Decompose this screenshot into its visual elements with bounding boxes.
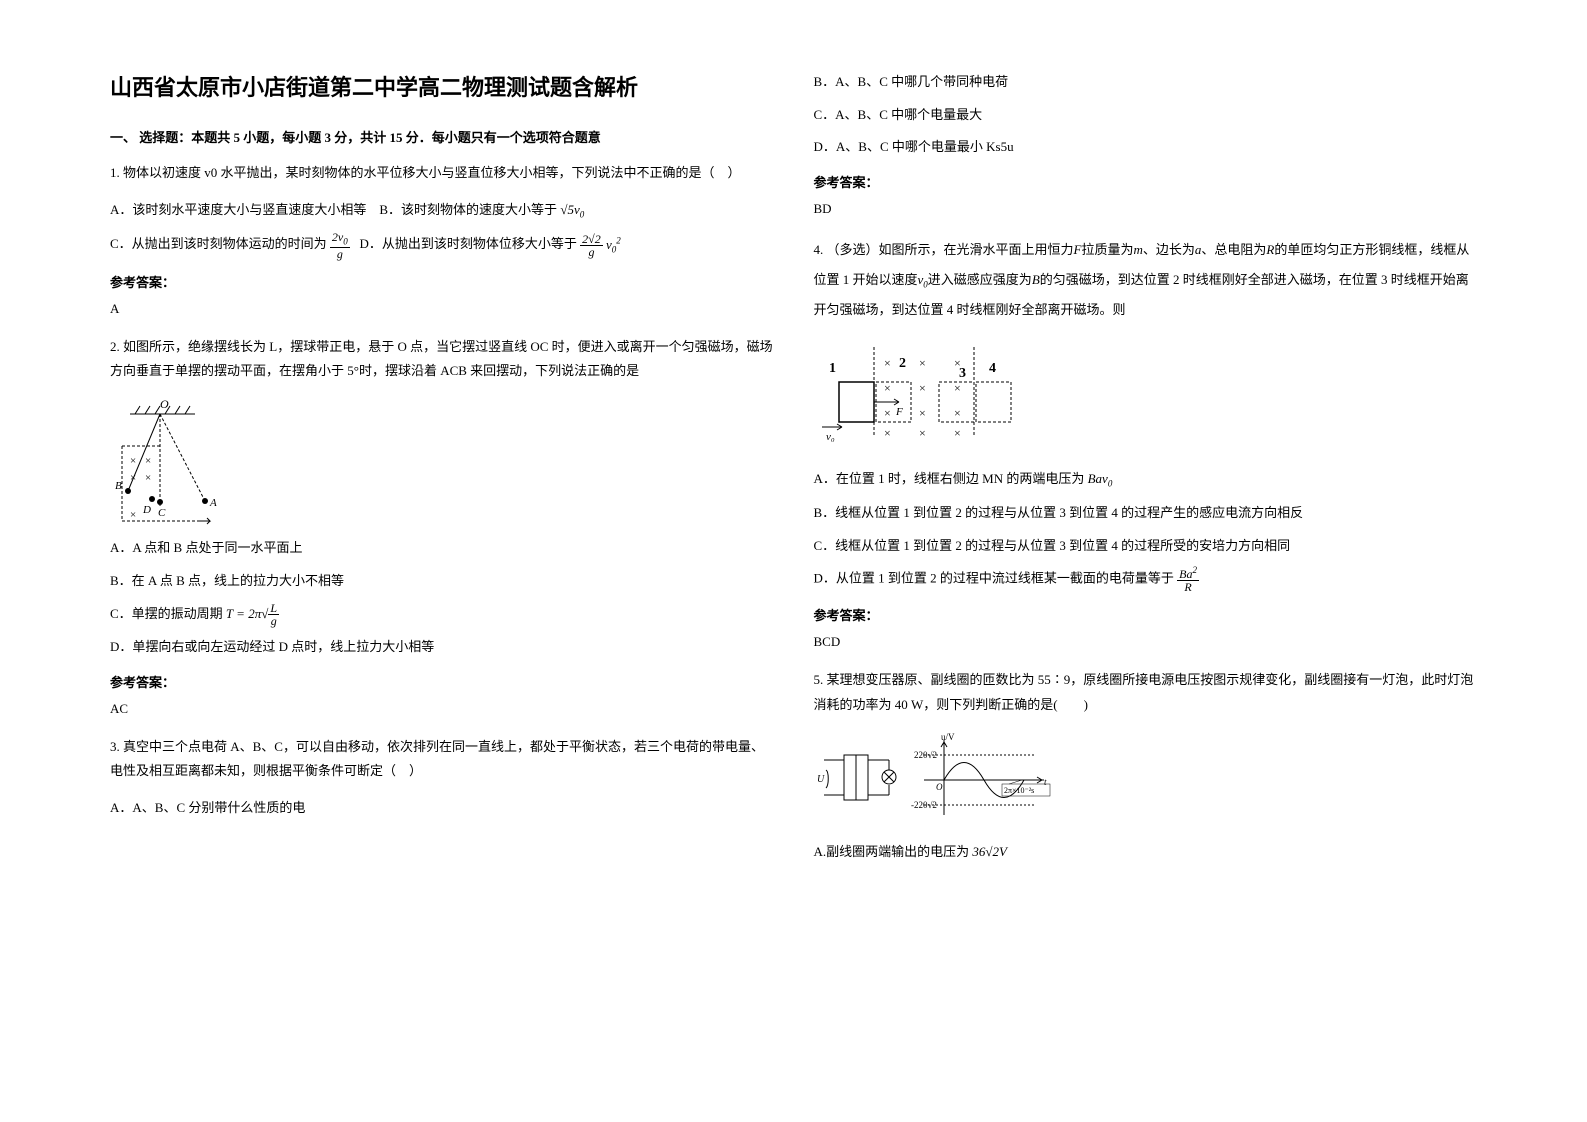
q4-mid3: 、总电阻为	[1201, 242, 1266, 257]
q2-answer-label: 参考答案：	[110, 672, 774, 691]
q3-opt-d: D．A、B、C 中哪个电量最小 Ks5u	[814, 135, 1478, 160]
q3-answer-label: 参考答案：	[814, 172, 1478, 191]
q5-opt-a-line: A.副线圈两端输出的电压为 36√2V	[814, 840, 1478, 865]
fig-label-A: A	[209, 497, 217, 509]
q2-opt-a: A．A 点和 B 点处于同一水平面上	[110, 536, 774, 561]
fig-label-F: F	[895, 406, 903, 418]
q4-opt-b: B．线框从位置 1 到位置 2 的过程与从位置 3 到位置 4 的过程产生的感应…	[814, 501, 1478, 526]
fig-label-2: 2	[899, 356, 906, 371]
svg-text:×: ×	[884, 426, 891, 440]
svg-text:×: ×	[954, 356, 961, 370]
fig-label-C: C	[158, 507, 166, 519]
q4-opt-c: C．线框从位置 1 到位置 2 的过程与从位置 3 到位置 4 的过程所受的安培…	[814, 534, 1478, 559]
question-5-text: 5. 某理想变压器原、副线圈的匝数比为 55∶9，原线圈所接电源电压按图示规律变…	[814, 668, 1478, 717]
q4-opt-d-frac: Ba2 R	[1177, 566, 1199, 593]
q2-opt-b: B．在 A 点 B 点，线上的拉力大小不相等	[110, 569, 774, 594]
q3-opt-a: A．A、B、C 分别带什么性质的电	[110, 796, 774, 821]
q1-opt-d-suffix: v02	[606, 237, 621, 252]
left-column: 山西省太原市小店街道第二中学高二物理测试题含解析 一、 选择题：本题共 5 小题…	[90, 70, 794, 1052]
q1-opt-d: D．从抛出到该时刻物体位移大小等于	[360, 237, 577, 252]
svg-text:×: ×	[130, 455, 136, 467]
q4-figure: 1 2 3 4 × × × × × × × × × × × × F v₀	[814, 337, 1014, 457]
svg-text:O: O	[936, 782, 943, 792]
svg-text:×: ×	[919, 381, 926, 395]
q4-opt-d-line: D．从位置 1 到位置 2 的过程中流过线框某一截面的电荷量等于 Ba2 R	[814, 566, 1478, 593]
q4-mid2: 、边长为	[1143, 242, 1195, 257]
q4-opt-a-line: A．在位置 1 时，线框右侧边 MN 的两端电压为 Bav0	[814, 467, 1478, 493]
svg-text:2π×10⁻²s: 2π×10⁻²s	[1004, 786, 1034, 795]
q2-answer: AC	[110, 701, 774, 717]
right-column: B．A、B、C 中哪几个带同种电荷 C．A、B、C 中哪个电量最大 D．A、B、…	[794, 70, 1498, 1052]
q1-opt-d-frac: 2√2 g	[580, 233, 603, 258]
q4-mid4: 进入磁感应强度为	[928, 272, 1032, 287]
q4-opt-a-pre: A．在位置 1 时，线框右侧边 MN 的两端电压为	[814, 471, 1085, 486]
q5-opt-a-formula: 36√2V	[972, 844, 1007, 859]
q2-opt-c-line: C．单摆的振动周期 T = 2π√Lg	[110, 602, 774, 628]
svg-text:×: ×	[145, 472, 151, 484]
q4-answer-label: 参考答案：	[814, 605, 1478, 624]
svg-text:×: ×	[954, 426, 961, 440]
question-3-text: 3. 真空中三个点电荷 A、B、C，可以自由移动，依次排列在同一直线上，都处于平…	[110, 735, 774, 784]
q1-answer: A	[110, 301, 774, 317]
q4-mid1: 拉质量为	[1081, 242, 1133, 257]
svg-text:U: U	[817, 774, 825, 785]
fig-label-B: B	[115, 480, 122, 492]
svg-text:×: ×	[884, 381, 891, 395]
fig-label-1: 1	[829, 361, 836, 376]
q1-opt-b-formula: √5v0	[560, 202, 584, 217]
svg-text:t: t	[1044, 777, 1047, 787]
svg-text:×: ×	[884, 356, 891, 370]
svg-text:-220√2: -220√2	[911, 800, 937, 810]
svg-text:220√2: 220√2	[914, 750, 937, 760]
question-4-text: 4. （多选）如图所示，在光滑水平面上用恒力F拉质量为m、边长为a、总电阻为R的…	[814, 235, 1478, 325]
svg-text:×: ×	[919, 356, 926, 370]
svg-text:×: ×	[130, 509, 136, 521]
svg-text:×: ×	[919, 426, 926, 440]
q1-opt-c: C．从抛出到该时刻物体运动的时间为	[110, 237, 327, 252]
q1-option-c-d: C．从抛出到该时刻物体运动的时间为 2v0 g D．从抛出到该时刻物体位移大小等…	[110, 231, 774, 259]
q5-opt-a-pre: A.副线圈两端输出的电压为	[814, 844, 970, 859]
fig-label-v0: v₀	[826, 431, 835, 443]
q1-answer-label: 参考答案：	[110, 272, 774, 291]
q2-opt-d: D．单摆向右或向左运动经过 D 点时，线上拉力大小相等	[110, 635, 774, 660]
fig-label-D: D	[142, 504, 151, 516]
q3-opt-c: C．A、B、C 中哪个电量最大	[814, 103, 1478, 128]
q2-opt-c: C．单摆的振动周期	[110, 606, 223, 621]
svg-text:×: ×	[130, 472, 136, 484]
q1-opt-a: A．该时刻水平速度大小与竖直速度大小相等	[110, 202, 366, 217]
question-1-text: 1. 物体以初速度 v0 水平抛出，某时刻物体的水平位移大小与竖直位移大小相等，…	[110, 161, 774, 186]
q4-opt-d-pre: D．从位置 1 到位置 2 的过程中流过线框某一截面的电荷量等于	[814, 571, 1174, 586]
q4-opt-a-formula: Bav0	[1088, 471, 1113, 486]
svg-text:×: ×	[884, 406, 891, 420]
question-2-text: 2. 如图所示，绝缘摆线长为 L，摆球带正电，悬于 O 点，当它摆过竖直线 OC…	[110, 335, 774, 384]
q2-figure: O × × × × × B D C A	[110, 396, 230, 526]
q1-opt-c-frac: 2v0 g	[330, 231, 350, 259]
q4-B: B	[1032, 272, 1040, 287]
q4-v0: v0	[918, 272, 928, 287]
fig-label-4: 4	[989, 361, 996, 376]
q1-opt-b: B．该时刻物体的速度大小等于	[379, 202, 557, 217]
svg-text:×: ×	[954, 406, 961, 420]
svg-text:×: ×	[919, 406, 926, 420]
q1-option-a-b: A．该时刻水平速度大小与竖直速度大小相等 B．该时刻物体的速度大小等于 √5v0	[110, 198, 774, 224]
q3-opt-b: B．A、B、C 中哪几个带同种电荷	[814, 70, 1478, 95]
svg-text:×: ×	[145, 455, 151, 467]
q3-answer: BD	[814, 201, 1478, 217]
q4-m: m	[1133, 242, 1142, 257]
svg-text:u/V: u/V	[941, 732, 955, 742]
svg-text:×: ×	[954, 381, 961, 395]
q4-answer: BCD	[814, 634, 1478, 650]
q4-pre: 4. （多选）如图所示，在光滑水平面上用恒力	[814, 242, 1074, 257]
document-title: 山西省太原市小店街道第二中学高二物理测试题含解析	[110, 70, 774, 102]
q2-opt-c-formula: T = 2π√Lg	[226, 606, 279, 621]
q5-figure: U 220√2 -220√2 O t u/V 2π×10⁻²s	[814, 730, 1034, 830]
section-header: 一、 选择题：本题共 5 小题，每小题 3 分，共计 15 分．每小题只有一个选…	[110, 127, 774, 146]
